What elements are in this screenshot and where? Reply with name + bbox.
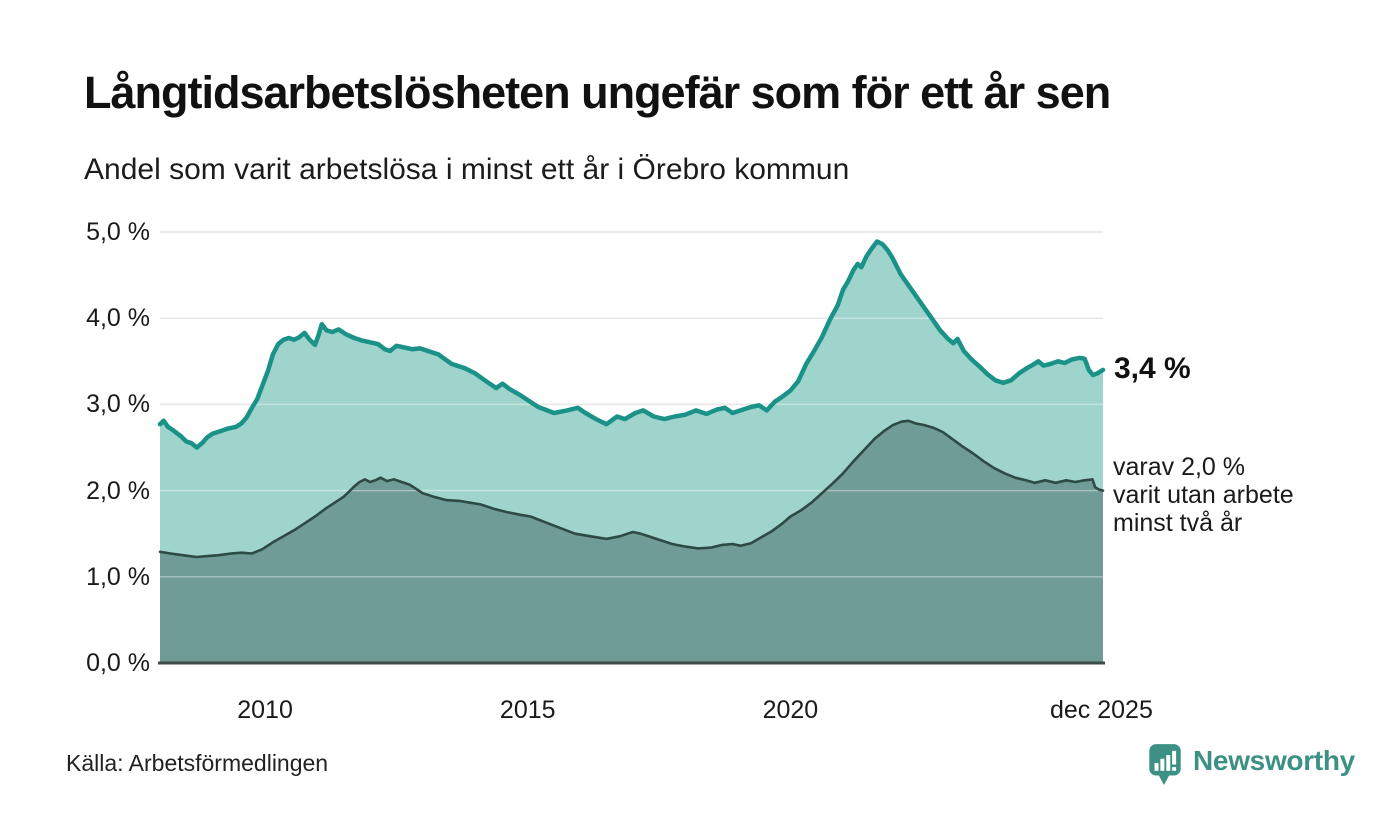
newsworthy-wordmark: Newsworthy bbox=[1193, 745, 1355, 776]
two-year-annotation-line: minst två år bbox=[1113, 509, 1243, 537]
two-year-annotation-line: varav 2,0 % bbox=[1113, 453, 1246, 481]
y-tick-label: 4,0 % bbox=[86, 304, 150, 333]
latest-value-label: 3,4 % bbox=[1114, 352, 1191, 385]
x-tick-label: 2010 bbox=[237, 696, 293, 724]
two-year-annotation-line: varit utan arbete bbox=[1113, 481, 1294, 509]
y-tick-label: 0,0 % bbox=[86, 649, 150, 677]
y-tick-label: 3,0 % bbox=[86, 390, 150, 419]
gridlines-over-fill bbox=[160, 231, 1103, 578]
x-tick-label: 2020 bbox=[762, 696, 819, 724]
newsworthy-icon bbox=[1149, 744, 1181, 785]
y-tick-label: 2,0 % bbox=[86, 476, 150, 505]
line-at-least-two-years bbox=[158, 419, 1105, 559]
two-year-annotation: varav 2,0 % varit utan arbete minst två … bbox=[1113, 453, 1294, 537]
page-subtitle: Andel som varit arbetslösa i minst ett å… bbox=[84, 153, 850, 186]
x-tick-label: 2015 bbox=[499, 696, 556, 724]
x-tick-label: dec 2025 bbox=[1049, 696, 1153, 724]
source-note: Källa: Arbetsförmedlingen bbox=[66, 750, 329, 776]
y-tick-label: 1,0 % bbox=[86, 562, 150, 591]
y-tick-label: 5,0 % bbox=[86, 218, 150, 246]
line-at-least-one-year bbox=[157, 239, 1106, 450]
page-title: Långtidsarbetslösheten ungefär som för e… bbox=[84, 67, 1111, 118]
newsworthy-logo: Newsworthy bbox=[1146, 741, 1355, 787]
